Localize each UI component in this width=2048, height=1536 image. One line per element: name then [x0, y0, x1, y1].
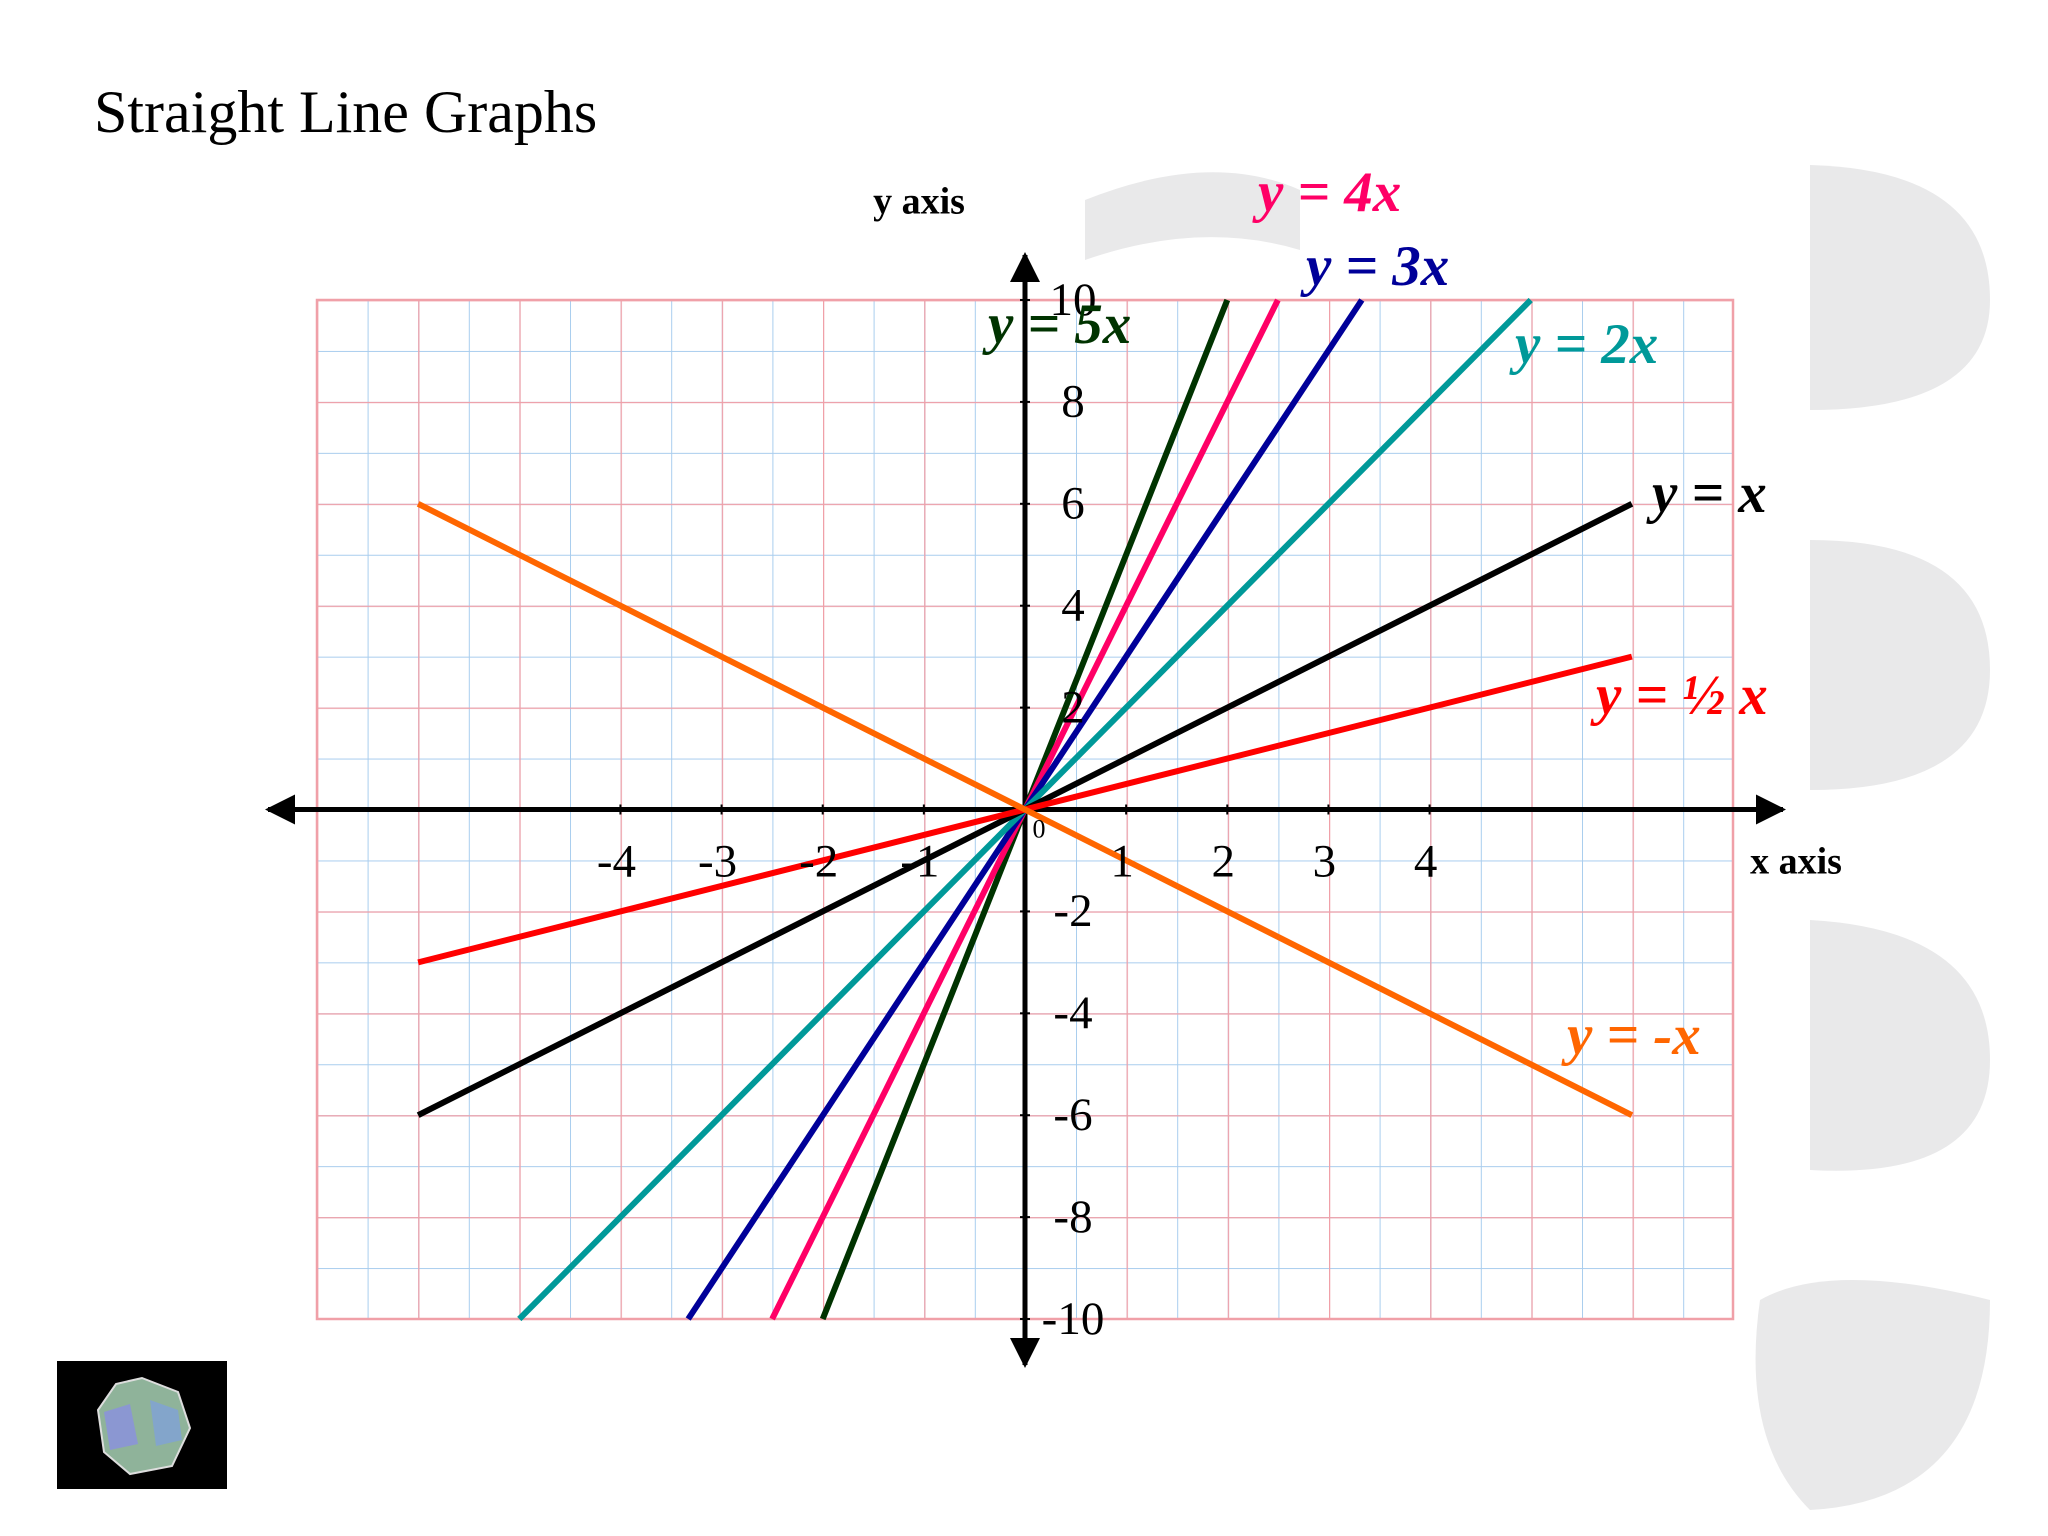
x-tick-label: -3	[698, 835, 737, 887]
logo	[57, 1361, 227, 1489]
slide-title: Straight Line Graphs	[94, 79, 597, 145]
y-tick-label: 10	[1050, 274, 1097, 326]
series-label: y = 3x	[1300, 235, 1449, 298]
x-tick-label: 2	[1212, 835, 1236, 887]
y-tick-label: -4	[1053, 987, 1092, 1039]
x-axis-label: x axis	[1750, 841, 1842, 883]
y-axis-label: y axis	[873, 181, 965, 223]
x-tick-label: 0	[1033, 814, 1046, 843]
y-tick-label: -8	[1053, 1191, 1092, 1243]
x-tick-label: 1	[1110, 835, 1134, 887]
y-tick-label: -10	[1042, 1293, 1105, 1345]
series-label: y = 4x	[1252, 161, 1401, 224]
series-label: y = x	[1646, 462, 1767, 525]
y-tick-label: 4	[1061, 579, 1085, 631]
x-tick-label: -4	[597, 835, 636, 887]
y-tick-label: -6	[1053, 1089, 1092, 1141]
series-label: y = -x	[1561, 1004, 1701, 1067]
x-tick-label: 3	[1313, 835, 1337, 887]
series-label: y = 2x	[1509, 313, 1658, 376]
series-label: y = 5x	[982, 293, 1131, 356]
y-tick-label: 6	[1061, 478, 1085, 530]
background-decoration	[1085, 165, 1990, 1510]
series-line	[416, 501, 1634, 1118]
series-label: y = ½ x	[1590, 664, 1768, 727]
y-tick-label: 2	[1061, 681, 1085, 733]
x-tick-label: 4	[1414, 835, 1438, 887]
x-tick-label: -2	[799, 835, 838, 887]
y-tick-label: -2	[1053, 885, 1092, 937]
y-tick-label: 8	[1061, 376, 1085, 428]
x-tick-label: -1	[900, 835, 939, 887]
